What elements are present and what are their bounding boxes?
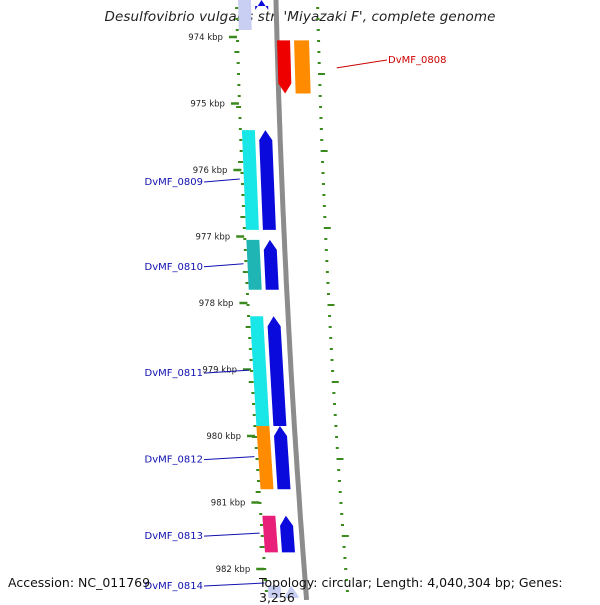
cds-arrow [274,426,291,490]
gene-label[interactable]: DvMF_0812 [145,455,203,466]
kbp-tick-label: 979 kbp [202,366,237,376]
cds-arrow [263,239,279,290]
feature-block [250,316,270,427]
accession-label: Accession: NC_011769 [8,575,151,590]
gene-label[interactable]: DvMF_0813 [145,531,203,542]
label-leader [203,532,260,537]
kbp-tick-label: 975 kbp [190,100,225,110]
gene-label[interactable]: DvMF_0808 [388,55,446,66]
feature-block [241,130,259,230]
cds-arrow [277,40,292,94]
label-leader [203,582,265,587]
kbp-tick-label: 978 kbp [199,299,234,309]
kbp-tick-label: 976 kbp [193,166,228,176]
kbp-tick-label: 982 kbp [216,565,251,575]
backbone-arc [273,0,310,600]
gene-labels: DvMF_0808 DvMF_0809 DvMF_0810 DvMF_0811 DvMF… [145,55,447,592]
feature-tracks [238,0,311,598]
gene-label[interactable]: DvMF_0811 [145,368,203,379]
cds-arrow [285,585,299,598]
cds-arrow [267,316,287,427]
label-leader [203,369,250,374]
cds-arrow [259,130,276,230]
label-leader [203,178,240,183]
gene-label[interactable]: DvMF_0810 [145,262,203,273]
gene-label[interactable]: DvMF_0814 [145,581,203,592]
feature-block [267,585,282,598]
feature-block [246,239,262,290]
cds-arrow [280,515,295,553]
map-title: Desulfovibrio vulgaris str. 'Miyazaki F'… [104,9,496,25]
gene-label[interactable]: DvMF_0809 [145,177,203,188]
gc-skew-ticks [234,7,349,592]
kbp-tick-label: 980 kbp [206,432,241,442]
cds-arrow [255,0,269,10]
label-leader [203,456,255,461]
feature-block [256,426,274,490]
label-leader [336,59,388,69]
feature-block [262,515,278,553]
backbone-line [273,0,310,600]
kbp-tick-label: 981 kbp [211,499,246,509]
feature-block [238,0,252,30]
feature-block [294,40,311,94]
kbp-tick-label: 974 kbp [188,33,223,43]
label-leader [203,263,244,268]
kbp-scale: 974 kbp 975 kbp 976 kbp 977 kbp 978 kbp 979 k… [188,33,265,575]
topology-label: Topology: circular; Length: 4,040,304 bp… [259,575,563,605]
kbp-tick-label: 977 kbp [196,233,231,243]
